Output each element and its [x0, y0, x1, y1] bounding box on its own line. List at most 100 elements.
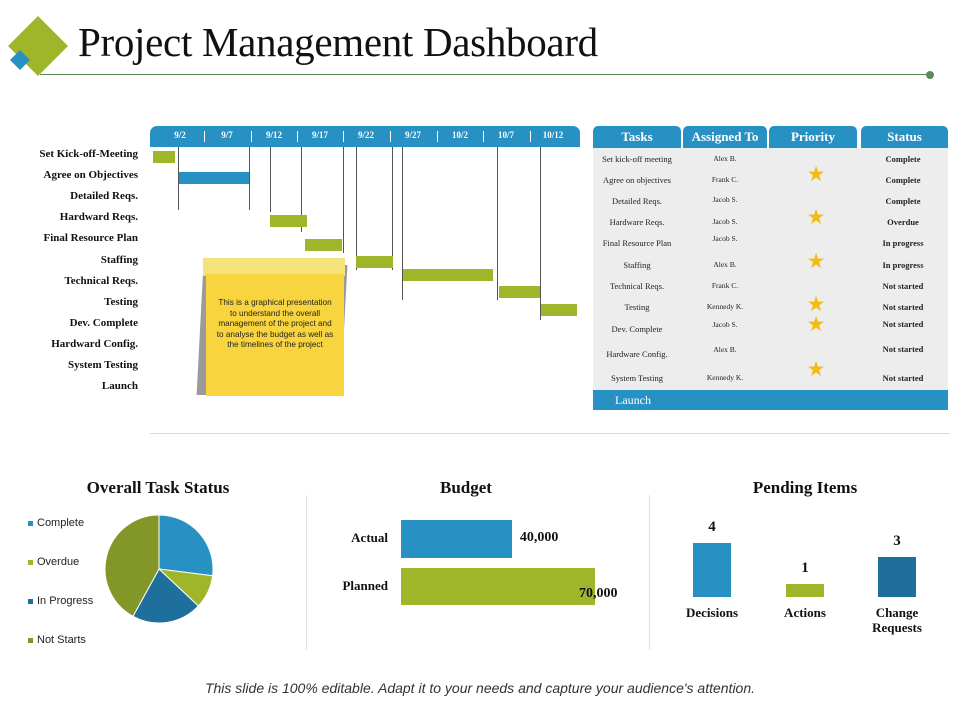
status-cell: Not started: [882, 319, 924, 329]
gantt-gridline: [301, 147, 302, 232]
gantt-task-bar: [305, 239, 342, 251]
gantt-task-label: System Testing: [68, 359, 138, 371]
star-icon: ★: [806, 162, 826, 186]
note-tape: [203, 258, 345, 276]
status-cell: Complete: [885, 154, 921, 164]
column-divider: [306, 495, 307, 650]
gantt-gridline: [540, 147, 541, 320]
pending-items-title: Pending Items: [752, 478, 858, 497]
pending-value-label: 3: [893, 532, 901, 549]
task-name-cell: Hardware Reqs.: [609, 217, 665, 227]
gantt-date-label: 9/7: [221, 130, 233, 140]
task-table-column-header: Status: [861, 126, 948, 148]
pie-slice-complete: [158, 514, 214, 577]
status-cell: Complete: [885, 175, 921, 185]
gantt-date-separator: [389, 131, 391, 142]
gantt-task-label: Launch: [101, 380, 138, 393]
gantt-gridline: [270, 147, 271, 212]
legend-label: Not Starts: [37, 634, 86, 646]
pending-value-label: 4: [708, 519, 716, 535]
pending-category-label: Actions: [784, 605, 826, 620]
task-table-footer: Launch: [593, 390, 948, 410]
gantt-date-separator: [250, 131, 252, 142]
gantt-date-header: 9/2 9/7 9/12 9/17 9/22 9/27 10/2 10/7 10/12: [150, 126, 580, 147]
gantt-task-label: Technical Reqs.: [64, 274, 138, 287]
task-table-column-header: Assigned To: [683, 126, 767, 148]
task-status-title: Overall Task Status: [86, 478, 230, 497]
gantt-date-separator: [529, 131, 531, 142]
budget-bar-actual: [401, 520, 512, 558]
task-table-column-header: Priority: [769, 126, 857, 148]
gantt-date-label: 9/22: [357, 130, 375, 140]
star-icon: ★: [806, 205, 826, 229]
gantt-gridline: [356, 147, 357, 270]
gantt-task-label: Testing: [104, 295, 138, 308]
gantt-task-bar: [270, 215, 307, 227]
task-name-cell: Staffing: [623, 260, 651, 270]
gantt-date-label: 9/27: [404, 130, 422, 140]
gantt-gridline: [392, 147, 393, 270]
gantt-task-bar: [179, 172, 249, 184]
logo-diamond-icon: [8, 16, 68, 76]
pending-bar-decisions: [693, 543, 731, 597]
status-cell: In progress: [882, 260, 924, 270]
legend-label: Complete: [37, 517, 85, 529]
assigned-to-cell: Frank C.: [711, 281, 739, 290]
task-name-cell: Set kick-off meeting: [602, 154, 672, 164]
gantt-task-label: Dev. Complete: [69, 316, 138, 329]
task-table-footer-label: Launch: [615, 393, 651, 407]
gantt-task-bar: [541, 304, 577, 316]
status-cell: Not started: [882, 344, 924, 354]
budget-category-label: Actual: [351, 530, 388, 545]
star-icon: ★: [806, 292, 826, 316]
task-table-column-header: Tasks: [593, 126, 681, 148]
pending-value-label: 1: [801, 559, 809, 576]
pie-slice-not-starts: [104, 514, 160, 618]
gantt-date-label: 9/17: [311, 130, 329, 140]
legend-label: Overdue: [37, 556, 80, 568]
footer-note: This slide is 100% editable. Adapt it to…: [204, 680, 756, 696]
task-table: Set kick-off meeting Alex B. Complete Agree…: [593, 148, 948, 390]
gantt-task-bar: [356, 256, 393, 268]
budget-value-label: 70,000: [579, 586, 618, 601]
legend-item: Overdue: [28, 556, 79, 568]
budget-category-label: Planned: [342, 577, 388, 593]
pending-category-label: Decisions: [686, 605, 738, 620]
gantt-task-label: Set Kick-off-Meeting: [39, 148, 138, 160]
gantt-task-label: Detailed Reqs.: [70, 190, 138, 203]
legend-swatch: [28, 559, 33, 565]
assigned-to-cell: Kennedy K.: [706, 373, 744, 382]
task-name-cell: System Testing: [611, 373, 663, 383]
gantt-date-label: 9/2: [174, 130, 186, 140]
budget-value-label: 40,000: [519, 530, 559, 545]
gantt-task-bar: [403, 269, 493, 281]
star-icon: ★: [806, 357, 826, 381]
assigned-to-cell: Jacob S.: [712, 320, 738, 329]
page-title: Project Management Dashboard: [78, 19, 598, 65]
gantt-date-separator: [297, 131, 298, 142]
task-table-header: Tasks Assigned To Priority Status: [593, 126, 948, 148]
pending-bar-change-requests: [878, 556, 916, 597]
gantt-task-label: Staffing: [100, 253, 138, 266]
task-name-cell: Dev. Complete: [611, 324, 663, 334]
section-divider: [150, 433, 950, 434]
task-name-cell: Testing: [624, 302, 650, 312]
gantt-task-label: Agree on Objectives: [43, 169, 139, 182]
star-icon: ★: [806, 249, 826, 273]
gantt-gridline: [178, 147, 179, 210]
budget-title: Budget: [440, 478, 492, 497]
legend-item: Complete: [28, 517, 84, 529]
budget-bar-planned: [401, 568, 595, 605]
task-name-cell: Final Resource Plan: [602, 238, 672, 248]
status-cell: Not started: [882, 373, 924, 383]
column-divider: [649, 495, 650, 650]
gantt-date-separator: [483, 131, 484, 142]
status-cell: Not started: [882, 281, 924, 291]
gantt-date-separator: [343, 131, 344, 142]
gantt-date-label: 10/12: [542, 130, 564, 140]
status-cell: Overdue: [887, 217, 919, 227]
gantt-gridline: [343, 147, 344, 253]
gantt-date-label: 10/7: [497, 130, 515, 140]
gantt-date-separator: [436, 131, 438, 142]
task-name-cell: Agree on objectives: [603, 175, 671, 185]
